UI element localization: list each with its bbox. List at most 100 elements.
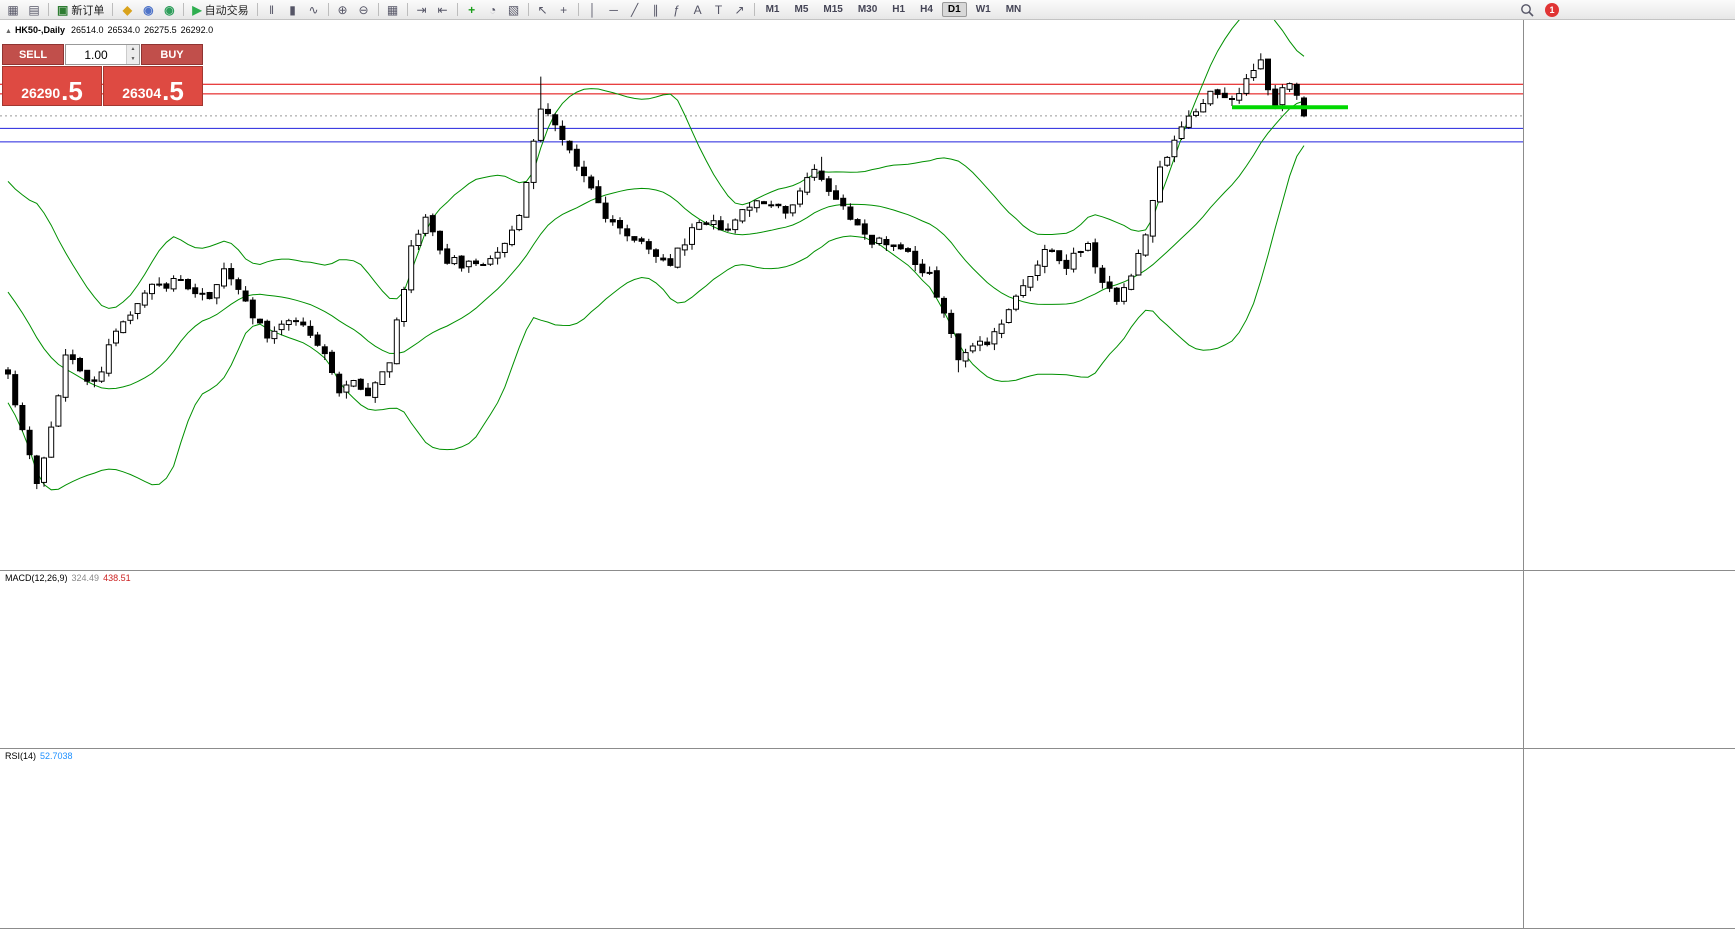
- ohlc-open: 26514.0: [70, 25, 104, 35]
- vertical-line-tool-icon: │: [588, 2, 597, 17]
- volume-spinner: ▲ ▼: [126, 45, 139, 64]
- collapse-arrow-icon[interactable]: ▲: [5, 28, 12, 35]
- bar-chart-mode-icon: ‖: [269, 2, 275, 17]
- strategy-tester-button[interactable]: ◉: [138, 1, 158, 18]
- sell-price-frac: .5: [61, 75, 83, 106]
- periods-menu-button[interactable]: ◔: [483, 1, 503, 18]
- cursor-tool-button[interactable]: ↖: [533, 1, 553, 18]
- text-tool-button[interactable]: A: [688, 1, 708, 18]
- metaeditor-button[interactable]: ◆: [117, 1, 137, 18]
- timeframe-h1-button[interactable]: H1: [892, 4, 906, 15]
- chart-title: ▲ HK50-,Daily 26514.0 26534.0 26275.5 26292.0: [5, 25, 217, 35]
- macd-name: MACD(12,26,9): [5, 573, 68, 583]
- label-tool-icon: T: [714, 2, 723, 17]
- zoom-out-button[interactable]: ⊖: [354, 1, 374, 18]
- notification-badge[interactable]: 1: [1545, 3, 1559, 17]
- horizontal-line-tool-icon: ─: [609, 2, 618, 17]
- timeframe-w1-button[interactable]: W1: [975, 4, 991, 15]
- buy-button[interactable]: BUY: [141, 44, 203, 65]
- channel-tool-button[interactable]: ∥: [646, 1, 666, 18]
- ohlc-high: 26534.0: [107, 25, 141, 35]
- panel-separator[interactable]: [0, 748, 1735, 749]
- chart-shift-button[interactable]: ⇤: [433, 1, 453, 18]
- ohlc-low: 26275.5: [144, 25, 177, 35]
- rsi-label: RSI(14) 52.7038: [5, 751, 77, 761]
- macd-signal-value: 438.51: [103, 573, 131, 583]
- candlestick-mode-icon: ▮: [289, 2, 296, 17]
- metaeditor-icon: ◆: [122, 2, 132, 17]
- price-axis-line: [1523, 20, 1524, 928]
- auto-trading-button[interactable]: ▶ 自动交易: [188, 1, 252, 18]
- market-watch-button[interactable]: ◉: [159, 1, 179, 18]
- vertical-line-tool-button[interactable]: │: [583, 1, 603, 18]
- strategy-tester-icon: ◉: [143, 2, 154, 17]
- new-order-button[interactable]: ▣ 新订单: [53, 1, 108, 18]
- timeframe-m30-button[interactable]: M30: [857, 4, 878, 15]
- toolbar-separator: [456, 3, 458, 16]
- macd-main-value: 324.49: [71, 573, 100, 583]
- templates-button[interactable]: ▧: [504, 1, 524, 18]
- line-chart-mode-icon: ∿: [308, 2, 319, 17]
- timeframe-m15-button[interactable]: M15: [823, 4, 843, 15]
- profiles-button[interactable]: ▤: [24, 1, 44, 18]
- candlestick-mode-button[interactable]: ▮: [283, 1, 303, 18]
- rsi-value: 52.7038: [40, 751, 73, 761]
- sell-price-main: 26290: [21, 85, 61, 102]
- tile-windows-icon: ▦: [386, 2, 399, 17]
- auto-scroll-button[interactable]: ⇥: [412, 1, 432, 18]
- label-tool-button[interactable]: T: [709, 1, 729, 18]
- toolbar-separator: [183, 3, 185, 16]
- toolbar-separator: [112, 3, 114, 16]
- chart-shift-icon: ⇤: [437, 2, 448, 17]
- indicators-button[interactable]: +: [462, 1, 482, 18]
- ohlc-close: 26292.0: [180, 25, 214, 35]
- timeframe-m1-button[interactable]: M1: [765, 4, 780, 15]
- trendline-tool-button[interactable]: ╱: [625, 1, 645, 18]
- volume-down-button[interactable]: ▼: [127, 54, 139, 64]
- symbol-period-label: HK50-,Daily: [14, 25, 65, 35]
- time-axis-separator: [0, 928, 1735, 929]
- price-chart[interactable]: [0, 20, 1523, 570]
- timeframe-m5-button[interactable]: M5: [794, 4, 809, 15]
- toolbar-separator: [327, 3, 329, 16]
- macd-label: MACD(12,26,9) 324.49 438.51: [5, 573, 135, 583]
- fibonacci-tool-button[interactable]: ƒ: [667, 1, 687, 18]
- toolbar-separator: [48, 3, 49, 16]
- panel-separator[interactable]: [0, 570, 1735, 571]
- macd-panel[interactable]: [0, 570, 1523, 748]
- zoom-in-icon: ⊕: [337, 2, 348, 17]
- volume-input[interactable]: [66, 45, 126, 64]
- timeframe-mn-button[interactable]: MN: [1005, 4, 1022, 15]
- volume-field: ▲ ▼: [65, 44, 140, 65]
- new-chart-icon: ▦: [7, 2, 19, 17]
- fibonacci-tool-icon: ƒ: [673, 2, 680, 17]
- zoom-in-button[interactable]: ⊕: [333, 1, 353, 18]
- main-toolbar: ▦ ▤ ▣ 新订单 ◆ ◉ ◉ ▶ 自动交易 ‖ ▮ ∿ ⊕ ⊖ ▦ ⇥ ⇤ + ◔ ▧ ↖ + │ ─ ╱ ∥ ƒ A T ↗ M1 M5 M…: [0, 0, 1735, 20]
- sell-price-button[interactable]: 26290 .5: [2, 66, 102, 106]
- bar-chart-mode-button[interactable]: ‖: [262, 1, 282, 18]
- timeframe-h4-button[interactable]: H4: [920, 4, 933, 15]
- toolbar-separator: [753, 3, 755, 16]
- toolbar-separator: [377, 3, 379, 16]
- buy-price-button[interactable]: 26304 .5: [103, 66, 203, 106]
- volume-up-button[interactable]: ▲: [127, 45, 139, 55]
- zoom-out-icon: ⊖: [358, 2, 369, 17]
- tile-windows-button[interactable]: ▦: [383, 1, 403, 18]
- templates-icon: ▧: [507, 2, 520, 17]
- timeframe-d1-button[interactable]: D1: [941, 2, 967, 17]
- cursor-tool-icon: ↖: [537, 2, 548, 17]
- toolbar-separator: [406, 3, 408, 16]
- search-icon[interactable]: [1520, 3, 1534, 22]
- market-watch-icon: ◉: [164, 2, 175, 17]
- crosshair-tool-button[interactable]: +: [554, 1, 574, 18]
- indicators-icon: +: [468, 2, 476, 17]
- arrows-tool-button[interactable]: ↗: [730, 1, 750, 18]
- toolbar-separator: [256, 3, 258, 16]
- rsi-panel[interactable]: [0, 748, 1523, 928]
- rsi-name: RSI(14): [5, 751, 37, 761]
- sell-button[interactable]: SELL: [2, 44, 64, 65]
- new-chart-button[interactable]: ▦: [3, 1, 23, 18]
- horizontal-line-tool-button[interactable]: ─: [604, 1, 624, 18]
- line-chart-mode-button[interactable]: ∿: [304, 1, 324, 18]
